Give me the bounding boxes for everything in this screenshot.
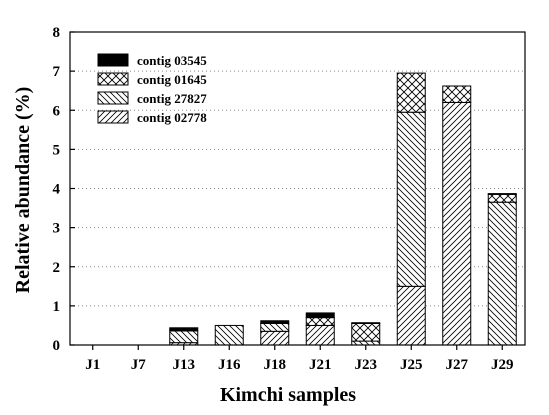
bar-segment	[351, 322, 381, 324]
legend-swatch	[97, 53, 129, 67]
x-tick-label: J27	[446, 357, 469, 373]
x-tick-label: J29	[491, 357, 514, 373]
x-tick-label: J21	[309, 357, 332, 373]
y-tick-label: 3	[53, 221, 61, 237]
legend-swatch	[97, 110, 129, 124]
y-tick-label: 2	[53, 260, 61, 276]
x-tick-label: J1	[85, 357, 100, 373]
x-tick-label: J18	[264, 357, 287, 373]
bar-segment	[396, 72, 426, 113]
bar-segment	[487, 201, 517, 346]
y-tick-label: 0	[53, 338, 61, 354]
legend-swatch	[97, 72, 129, 86]
y-tick-label: 4	[53, 182, 61, 198]
x-tick-label: J25	[400, 357, 423, 373]
bar-segment	[351, 322, 381, 342]
bar-segment	[442, 85, 472, 103]
y-axis-title: Relative abundance (%)	[12, 87, 34, 294]
y-tick-label: 5	[53, 142, 61, 158]
x-tick-label: J7	[131, 357, 147, 373]
y-tick-label: 7	[53, 64, 61, 80]
bar-segment	[442, 101, 472, 346]
legend-label: contig 01645	[137, 72, 207, 87]
bar-segment	[396, 285, 426, 346]
bar-segment	[169, 330, 199, 344]
bar-segment	[260, 320, 290, 324]
legend-label: contig 27827	[137, 91, 207, 106]
x-axis-title: Kimchi samples	[220, 384, 356, 406]
bar-segment	[169, 327, 199, 332]
bar-segment	[305, 324, 335, 346]
bars	[169, 72, 517, 346]
x-tick-label: J13	[173, 357, 196, 373]
x-tick-label: J16	[218, 357, 241, 373]
legend-label: contig 03545	[137, 53, 207, 68]
y-tick-label: 8	[53, 25, 61, 41]
bar-segment	[305, 312, 335, 319]
legend: contig 03545 contig 01645 contig 27827 cont…	[97, 53, 207, 125]
bar-segment	[260, 322, 290, 332]
legend-label: contig 02778	[137, 110, 207, 125]
bar-segment	[214, 324, 244, 346]
bar-segment	[260, 330, 290, 346]
bar-segment	[487, 193, 517, 203]
y-tick-label: 6	[53, 103, 61, 119]
x-tick-label: J23	[355, 357, 378, 373]
bar-segment	[305, 317, 335, 326]
legend-swatch	[97, 91, 129, 105]
y-tick-label: 1	[53, 299, 61, 315]
bar-segment	[487, 193, 517, 195]
axes: 0 1 2 3 4 5 6 7 8 J1 J7 J13 J16 J18 J21 J23 J25 J27 J29	[53, 25, 526, 373]
bar-segment	[396, 111, 426, 287]
